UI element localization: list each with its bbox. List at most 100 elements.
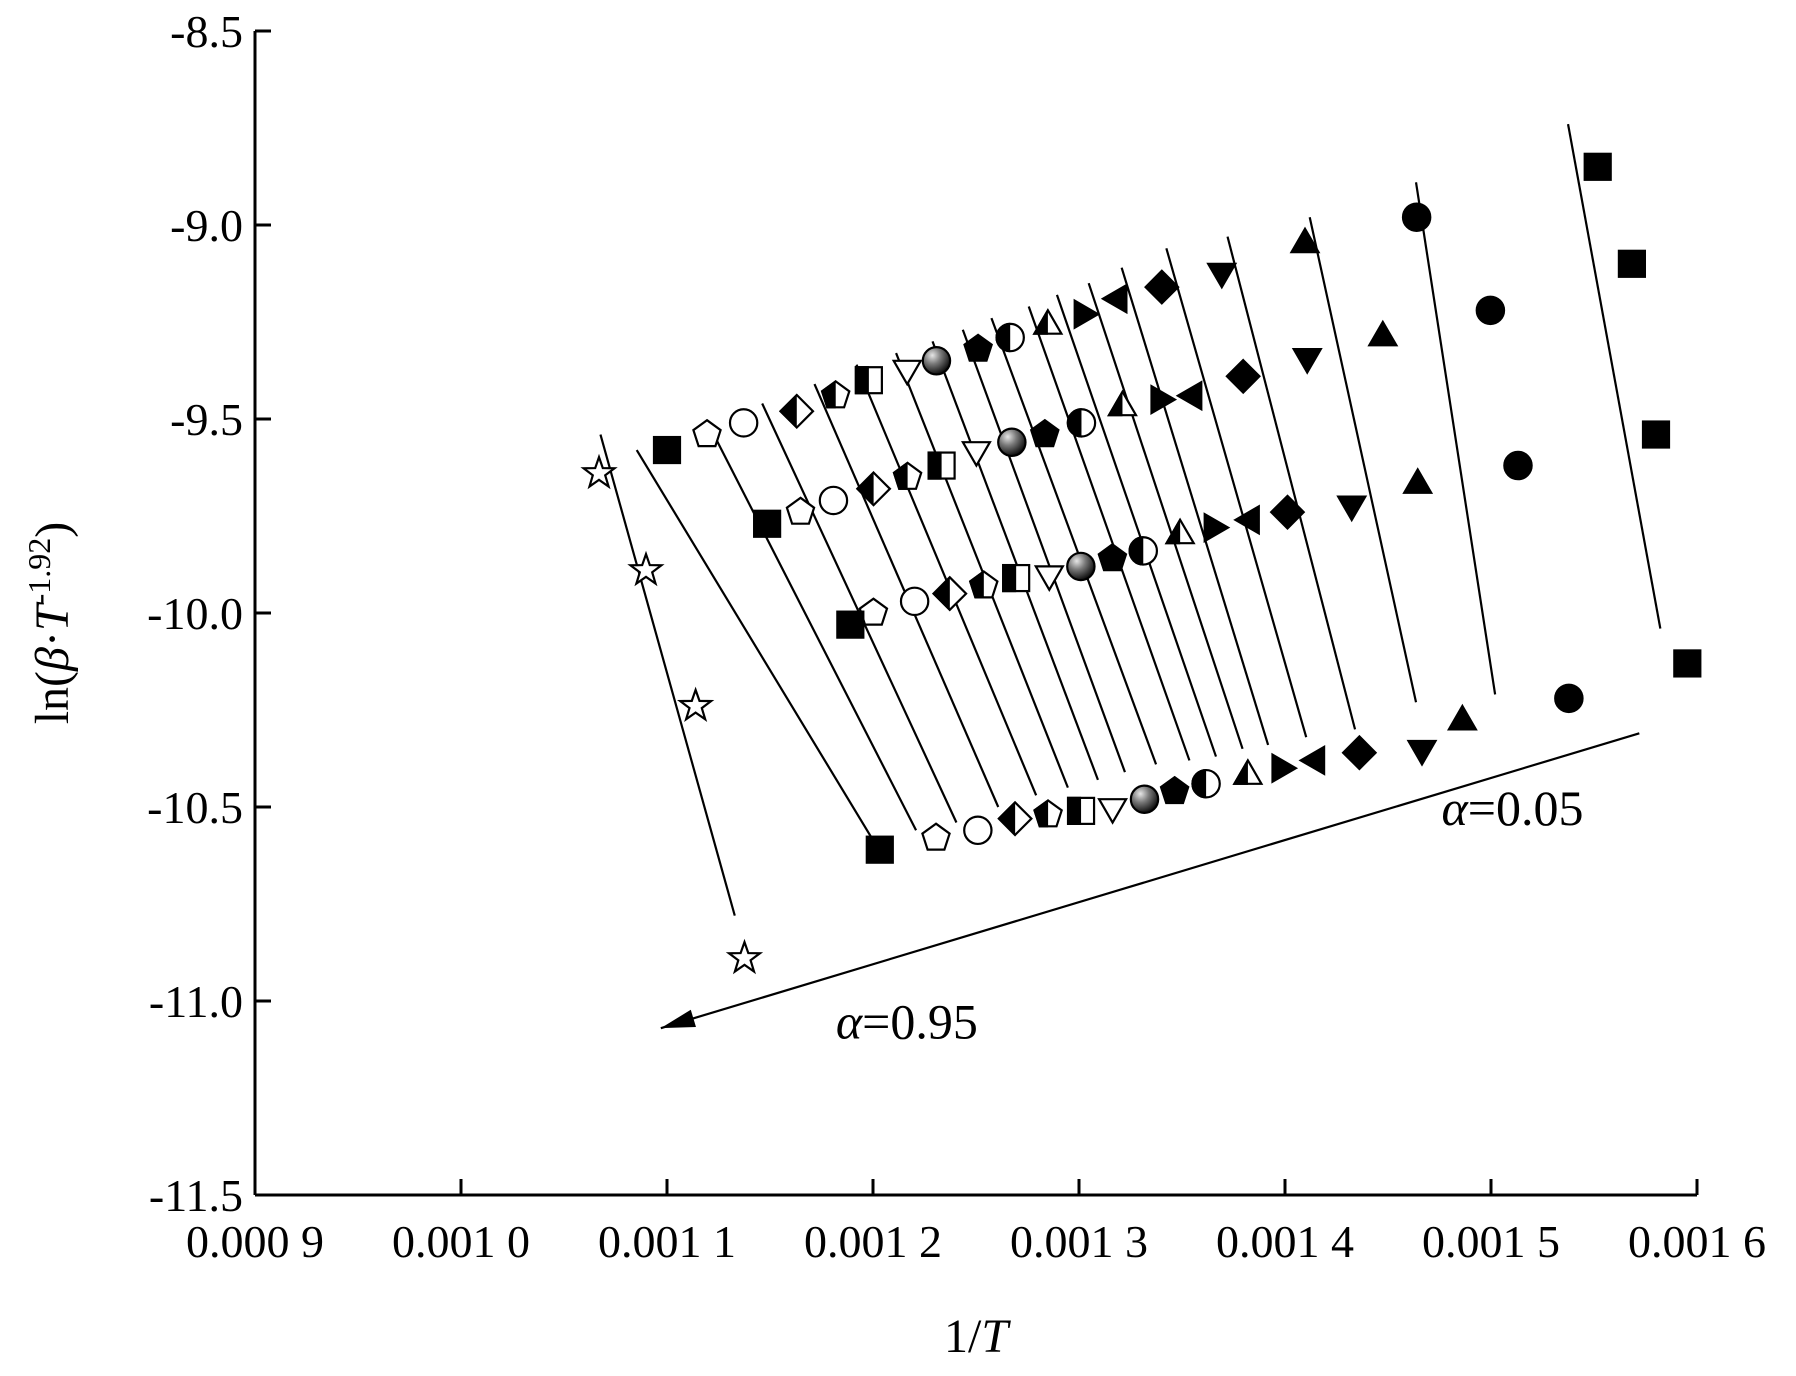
data-point [892,461,923,490]
fit-line [1165,247,1308,738]
x-tick-label: 0.001 0 [392,1216,530,1267]
data-markers [580,152,1702,975]
data-point [1233,504,1260,536]
fit-line [635,449,873,839]
y-tick-label: -10.5 [147,782,243,833]
data-point [676,686,715,723]
data-point [995,322,1025,353]
data-point [865,835,894,864]
data-point [891,359,923,387]
y-ticks: -8.5 -9.0 -9.5 -10.0 -10.5 -11.0 -11.5 [147,6,271,1221]
data-point [1107,389,1138,417]
data-point [1097,798,1129,825]
x-tick-label: 0.001 2 [804,1216,942,1267]
data-point [1232,758,1264,785]
x-tick-label: 0.001 1 [598,1216,736,1267]
data-point [1164,517,1196,545]
data-point [1341,734,1378,771]
data-point [1406,739,1438,767]
data-point [753,509,782,538]
y-axis-label: ln(β·T-1.92) [21,522,79,725]
data-point [1402,467,1434,494]
data-point [652,435,682,465]
y-tick-label: -9.0 [170,200,243,251]
data-point [1191,768,1221,799]
x-tick-label: 0.001 5 [1422,1216,1560,1267]
x-tick-label: 0.001 4 [1216,1216,1354,1267]
y-tick-label: -11.0 [149,976,243,1027]
data-point [997,800,1033,837]
data-point [1673,649,1702,678]
data-point [960,441,992,468]
data-point [1029,418,1060,448]
data-point [1033,565,1065,593]
data-point [627,550,665,587]
data-point [1159,775,1190,805]
data-point [1129,784,1160,814]
fit-line [895,352,1069,789]
data-point [1475,295,1506,326]
y-tick-label: -9.5 [170,394,243,445]
data-point [1401,202,1432,232]
data-point [1066,551,1096,582]
x-ticks: 0.000 9 0.001 0 0.001 1 0.001 2 0.001 3 0.001… [186,1179,1766,1267]
data-point [854,366,883,395]
annotations: α=0.05 α=0.95 [836,780,1584,1049]
data-point [1002,563,1031,593]
data-point [1583,152,1612,181]
data-point [725,938,764,975]
data-point [580,453,618,490]
data-point [921,346,952,376]
data-point [1446,703,1478,731]
x-tick-label: 0.001 6 [1628,1216,1766,1267]
data-point [1617,249,1647,278]
data-point [1066,796,1096,825]
data-point [818,485,849,516]
data-point [1298,744,1326,776]
data-point [1144,269,1180,305]
fit-line [1414,182,1497,695]
data-point [963,815,993,846]
data-point [921,822,951,851]
fit-line [961,329,1126,773]
x-tick-label: 0.000 9 [186,1216,324,1267]
data-point [1100,283,1128,315]
data-point [820,380,851,409]
data-point [963,333,993,362]
y-tick-label: -10.0 [147,588,243,639]
data-point [899,586,930,617]
fit-line [599,434,736,916]
data-point [968,570,999,599]
data-point [785,496,816,525]
data-point [927,451,956,480]
data-point [836,610,865,639]
data-point [728,408,759,438]
y-tick-label: -11.5 [149,1170,243,1221]
data-point [932,575,968,612]
alpha-annotation: α=0.05 [1442,780,1584,836]
data-point [855,471,892,507]
data-point [1066,408,1097,438]
data-point [1367,319,1399,347]
data-point [1291,348,1323,375]
fit-line [706,422,918,831]
data-point [1073,298,1101,330]
data-point [1289,226,1321,254]
arrow-shaft [660,732,1640,1030]
data-point [858,597,889,626]
fit-line [990,317,1158,765]
data-point [1336,495,1368,523]
data-point [1269,494,1306,530]
fit-line [1308,217,1418,703]
fit-line [1027,306,1191,761]
fit-line [1566,123,1662,629]
data-point [1150,384,1178,416]
data-point [997,427,1027,458]
data-point [1271,752,1299,784]
fit-line [931,341,1099,781]
data-point [1206,262,1238,290]
data-point [1175,380,1203,412]
data-point [692,418,722,448]
data-point [1203,512,1231,544]
fit-line [1226,236,1357,730]
